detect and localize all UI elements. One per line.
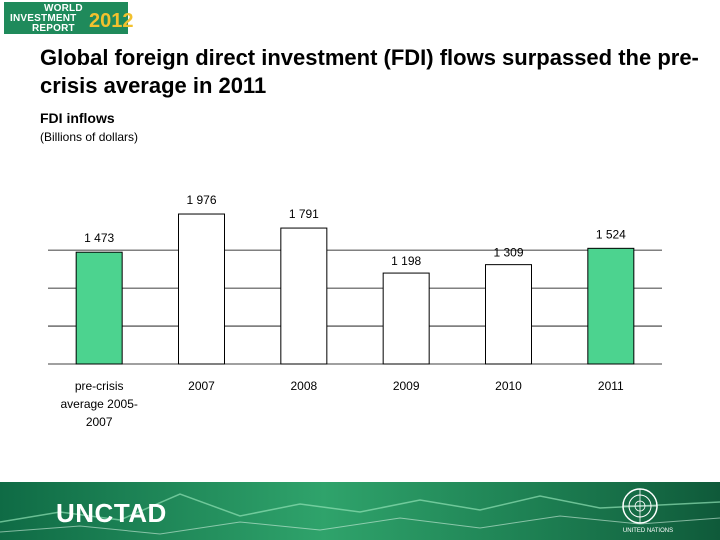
logo-year: 2012 <box>89 10 134 32</box>
bar-2 <box>280 227 328 365</box>
logo-line-report: REPORT <box>32 23 75 34</box>
bar-5 <box>587 247 635 365</box>
united-nations-emblem-icon <box>622 488 658 524</box>
logo-line-world: WORLD <box>44 3 83 14</box>
category-label-5: 2011 <box>598 379 624 393</box>
chart-subtitle: FDI inflows <box>40 110 115 126</box>
category-label-3: 2009 <box>393 379 420 393</box>
bar-1 <box>178 213 225 365</box>
category-label-4: 2010 <box>495 379 522 393</box>
united-nations-label: UNITED NATIONS <box>622 528 674 534</box>
value-label-2: 1 791 <box>289 207 319 221</box>
unctad-logo-text: UNCTAD <box>56 498 167 528</box>
value-label-4: 1 309 <box>493 246 523 260</box>
fdi-bar-chart: 1 473 pre-crisis average 2005-2007 1 976 200… <box>48 193 662 429</box>
footer-banner: UNCTAD UNITED NATIONS <box>0 482 720 540</box>
value-label-1: 1 976 <box>186 193 216 207</box>
bar-0 <box>75 251 123 365</box>
logo-line-investment: INVESTMENT <box>10 13 77 24</box>
value-label-5: 1 524 <box>596 227 626 241</box>
bar-3 <box>382 272 430 365</box>
header-bar: WORLD INVESTMENT REPORT 2012 <box>0 0 720 36</box>
chart-unit-label: (Billions of dollars) <box>40 130 139 144</box>
value-label-0: 1 473 <box>84 231 114 245</box>
category-label-0: pre-crisis average 2005-2007 <box>60 379 137 429</box>
world-investment-report-logo: WORLD INVESTMENT REPORT 2012 <box>4 2 134 34</box>
bar-4 <box>485 264 532 365</box>
value-label-3: 1 198 <box>391 254 421 268</box>
slide-title: Global foreign direct investment (FDI) f… <box>40 45 699 98</box>
footer-decoration <box>0 493 720 535</box>
category-label-1: 2007 <box>188 379 215 393</box>
category-label-2: 2008 <box>290 379 317 393</box>
